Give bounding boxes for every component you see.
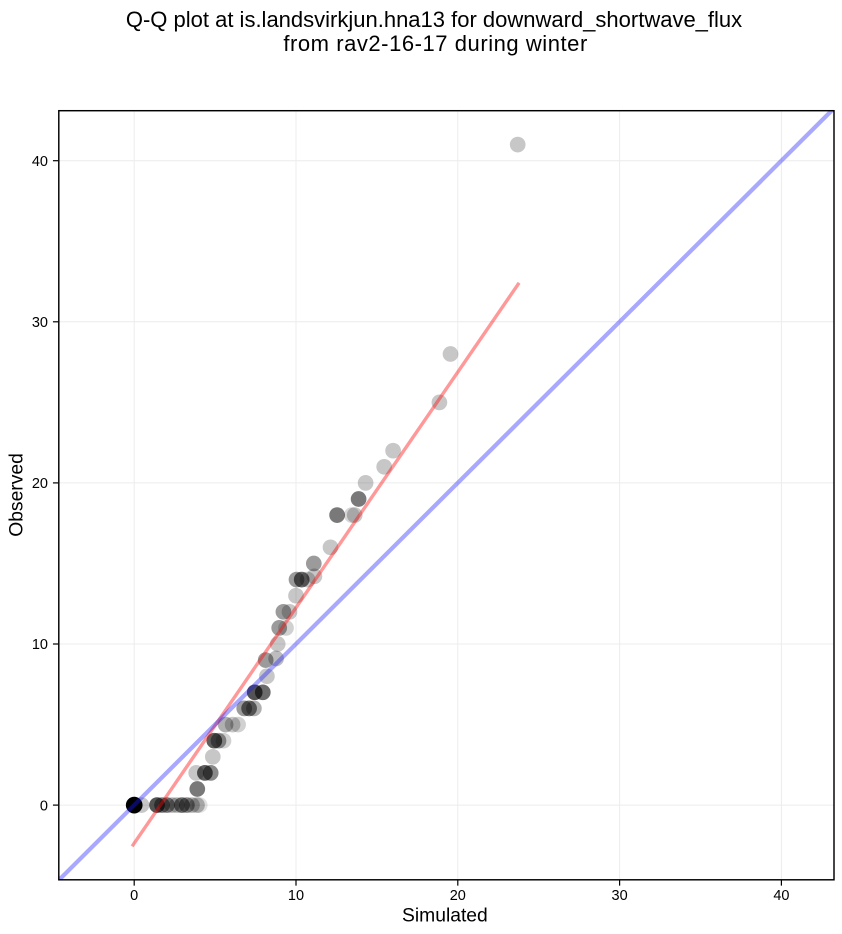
svg-text:30: 30: [612, 888, 628, 904]
svg-text:30: 30: [32, 315, 48, 331]
svg-text:10: 10: [288, 888, 304, 904]
svg-text:20: 20: [32, 476, 48, 492]
svg-text:from rav2-16-17 during winter: from rav2-16-17 during winter: [283, 31, 588, 56]
svg-text:Q-Q plot at is.landsvirkjun.hn: Q-Q plot at is.landsvirkjun.hna13 for do…: [126, 7, 742, 32]
svg-text:40: 40: [773, 888, 789, 904]
svg-text:Simulated: Simulated: [402, 906, 488, 927]
svg-text:Observed: Observed: [7, 453, 28, 537]
svg-text:10: 10: [32, 637, 48, 653]
svg-text:0: 0: [130, 888, 138, 904]
svg-text:40: 40: [32, 154, 48, 170]
svg-text:0: 0: [40, 798, 48, 814]
svg-text:20: 20: [450, 888, 466, 904]
